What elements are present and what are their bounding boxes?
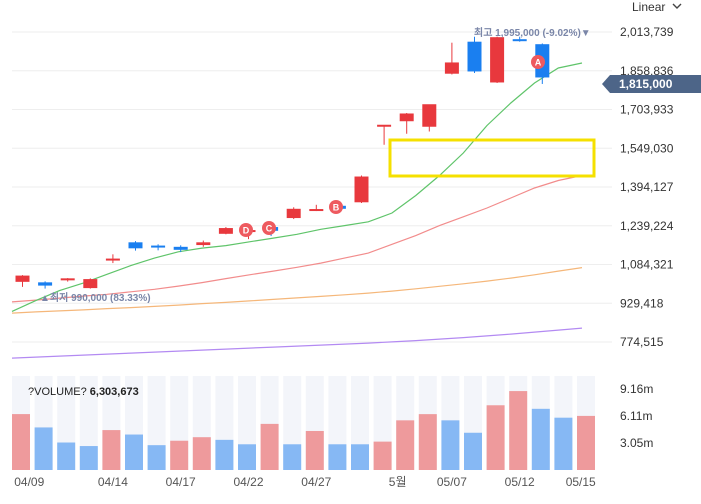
scale-dropdown[interactable]: Linear xyxy=(630,0,690,14)
price-tick-label: 1,858,836 xyxy=(620,64,674,78)
ma5-line xyxy=(11,62,583,312)
current-price: 1,815,000 xyxy=(619,77,673,91)
annotations: 최고 1,995,000 (-9.02%)▼ ▲최저 990,000 (83.33… xyxy=(40,26,591,304)
candle-body xyxy=(490,37,505,83)
volume-tick-label: 9.16m xyxy=(620,382,653,396)
date-tick-label: 05/07 xyxy=(437,475,467,489)
volume-bar xyxy=(577,415,595,470)
date-tick-label: 04/14 xyxy=(98,475,128,489)
volume-label: ?VOLUME? 6,303,673 xyxy=(28,386,139,398)
candle-body xyxy=(377,124,392,127)
candle-body xyxy=(151,245,166,248)
scale-label: Linear xyxy=(632,0,666,14)
price-tick-label: 1,239,224 xyxy=(620,219,674,233)
price-tick-label: 1,084,321 xyxy=(620,258,674,272)
volume-bar xyxy=(441,420,460,470)
volume-bar xyxy=(373,441,392,470)
candle-body xyxy=(38,282,53,286)
marker-label: A xyxy=(535,58,542,68)
volume-value: 6,303,673 xyxy=(89,386,139,398)
volume-bar xyxy=(79,446,98,470)
candle-body xyxy=(422,104,437,127)
date-tick-label: 05/15 xyxy=(566,475,596,489)
date-tick-label: 05/12 xyxy=(505,475,535,489)
volume-bar xyxy=(509,391,528,470)
candle-body xyxy=(128,242,143,249)
high-annotation: 최고 1,995,000 (-9.02%)▼ xyxy=(474,26,591,39)
volume-bar xyxy=(34,427,53,470)
volume-bar xyxy=(283,444,302,470)
candle-body xyxy=(354,176,369,203)
current-price-tag: 1,815,000 xyxy=(602,75,701,93)
volume-title: ?VOLUME? xyxy=(28,386,87,398)
volume-bar xyxy=(12,414,30,470)
ma20-line xyxy=(11,174,583,303)
marker-label: C xyxy=(266,224,273,234)
candle-body xyxy=(15,275,30,282)
date-axis: 04/09 04/14 04/17 04/22 04/27 5월 05/07 05/12 05/… xyxy=(14,475,596,489)
volume-bar xyxy=(102,430,121,470)
volume-bar xyxy=(486,405,505,470)
candle-body xyxy=(286,208,301,219)
price-tick-label: 1,394,127 xyxy=(620,180,674,194)
marker-d xyxy=(239,223,253,237)
date-tick-label: 04/09 xyxy=(14,475,44,489)
volume-bar xyxy=(125,434,143,470)
highlight-box xyxy=(388,138,596,178)
moving-averages xyxy=(11,62,583,359)
volume-bar xyxy=(305,430,324,470)
price-axis: 2,013,739 1,858,836 1,703,933 1,549,030 1,39… xyxy=(620,25,674,349)
candle-body xyxy=(467,41,482,72)
volume-bar xyxy=(554,417,573,470)
volume-bar xyxy=(192,437,211,470)
candle-body xyxy=(105,258,120,261)
highlight-box xyxy=(388,138,596,178)
volume-bar xyxy=(418,414,437,470)
marker-c xyxy=(262,221,276,235)
ma120-line xyxy=(11,327,583,359)
marker-b xyxy=(329,200,343,214)
price-tick-label: 1,549,030 xyxy=(620,141,674,155)
price-tick-label: 929,418 xyxy=(620,296,664,310)
candle-body xyxy=(173,246,188,250)
volume-bar xyxy=(328,444,347,470)
volume-bar xyxy=(147,445,166,470)
price-tick-label: 2,013,739 xyxy=(620,25,674,39)
candle-body xyxy=(309,209,324,212)
volume-bar xyxy=(57,442,76,470)
candle-body xyxy=(196,242,211,246)
candle-body xyxy=(218,228,233,234)
volume-bar xyxy=(215,439,234,470)
price-grid xyxy=(12,31,612,343)
volume-tick-label: 3.05m xyxy=(620,436,653,450)
volume-bar xyxy=(351,444,369,470)
date-tick-label: 5월 xyxy=(389,475,407,489)
low-annotation: ▲최저 990,000 (83.33%) xyxy=(40,291,151,304)
volume-bar xyxy=(531,408,550,470)
volume-bar xyxy=(260,423,279,470)
price-tick-label: 774,515 xyxy=(620,335,664,349)
candle-body xyxy=(83,279,98,289)
volume-bar xyxy=(238,444,256,470)
candle-body xyxy=(444,62,459,74)
candle-body xyxy=(60,278,75,281)
volume-tick-label: 6.11m xyxy=(620,409,652,423)
volume-bar xyxy=(170,440,189,470)
date-tick-label: 04/27 xyxy=(301,475,331,489)
marker-a xyxy=(531,55,545,69)
ma60-line xyxy=(11,267,583,314)
date-tick-label: 04/22 xyxy=(233,475,263,489)
candle-body xyxy=(399,113,414,122)
marker-label: D xyxy=(243,226,250,236)
date-tick-label: 04/17 xyxy=(166,475,196,489)
volume-bar xyxy=(396,420,415,470)
price-tick-label: 1,703,933 xyxy=(620,103,674,117)
chevron-down-icon xyxy=(672,3,682,9)
volume-pane: 9.16m 6.11m 3.05m xyxy=(12,376,653,470)
candle-body xyxy=(512,39,527,42)
marker-label: B xyxy=(333,203,340,213)
candles xyxy=(15,36,550,289)
volume-bar xyxy=(464,432,482,470)
